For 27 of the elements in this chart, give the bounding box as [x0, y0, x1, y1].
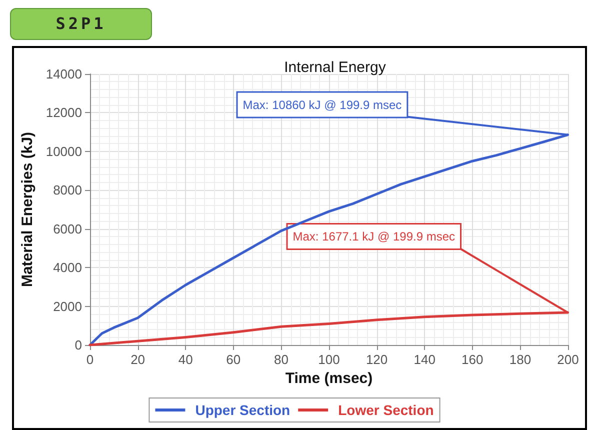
x-tick-label: 180	[509, 352, 532, 367]
annotation: Max: 1677.1 kJ @ 199.9 msec	[292, 230, 456, 244]
x-tick-label: 0	[86, 352, 94, 367]
y-tick-label: 10000	[46, 144, 82, 159]
y-tick-label: 2000	[53, 298, 82, 314]
annotation: Max: 10860 kJ @ 199.9 msec	[242, 98, 402, 112]
y-tick-label: 12000	[46, 105, 82, 120]
y-tick-label: 0	[74, 338, 82, 352]
x-tick-label: 200	[557, 352, 579, 367]
legend-label: Lower Section	[338, 402, 434, 418]
y-tick-label: 6000	[53, 221, 82, 236]
y-axis-title: Material Energies (kJ)	[18, 132, 36, 288]
y-tick-label: 14000	[46, 66, 82, 82]
legend-label: Upper Section	[195, 402, 290, 418]
x-tick-label: 120	[366, 352, 388, 367]
x-tick-label: 20	[130, 352, 146, 367]
x-tick-label: 40	[178, 352, 193, 367]
x-tick-label: 160	[462, 352, 484, 367]
x-tick-label: 140	[414, 352, 436, 367]
x-tick-label: 100	[318, 352, 340, 367]
chart-title: Internal Energy	[284, 59, 386, 76]
label-badge: S2P1	[10, 8, 152, 40]
y-tick-label: 4000	[53, 260, 82, 276]
x-axis-title: Time (msec)	[285, 370, 373, 387]
x-tick-label: 80	[274, 352, 288, 367]
x-tick-label: 60	[226, 352, 241, 367]
y-tick-label: 8000	[53, 182, 82, 198]
